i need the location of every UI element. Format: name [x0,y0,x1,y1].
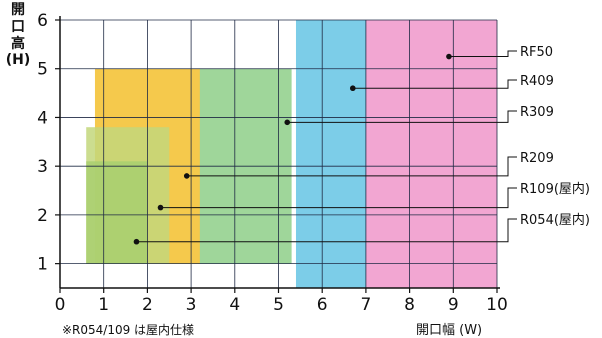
y-tick-label: 5 [37,60,48,80]
x-tick-label: 2 [142,295,153,315]
y-axis-label-part: 開 [11,2,25,18]
region-r054 [86,161,148,264]
y-tick-label: 2 [37,206,48,226]
x-tick-label: 3 [186,295,197,315]
leader-line [448,50,517,58]
size-regions [86,20,497,288]
y-tick-label: 3 [37,157,48,177]
series-marker [349,85,356,92]
x-axis-label: 開口幅 (W) [416,323,482,338]
x-tick-label: 8 [404,295,415,315]
y-tick-label: 6 [37,11,48,31]
y-axis-label: 開口高(H) [6,2,31,68]
x-tick-label: 9 [448,295,459,315]
y-tick-labels: 1 2 3 4 5 6 [37,11,48,275]
x-tick-labels: 0 1 2 3 4 5 6 7 8 9 10 [55,295,508,315]
series-label: R109(屋内) [520,181,590,197]
leader-line [352,79,517,89]
series-label: RF50 [520,45,553,60]
footnote: ※R054/109 は屋内仕様 [62,323,194,337]
series-marker [157,204,164,211]
region-rf50 [365,20,497,288]
region-r409 [295,20,366,288]
series-marker [183,173,190,179]
series-marker [284,119,291,126]
grid-lines [60,19,498,288]
x-tick-label: 7 [360,295,371,315]
leader-line [186,156,517,177]
series-label: R409 [520,74,554,89]
x-tick-label: 1 [98,295,109,315]
series-marker [133,238,140,245]
y-tick-label: 1 [37,255,48,275]
series-label: R209 [520,151,554,166]
y-axis-label-part: 高 [11,35,25,52]
x-tick-label: 6 [317,295,328,315]
series-label: R054(屋内) [520,212,590,228]
leader-line [287,110,517,123]
y-axis-label-part: (H) [6,52,31,68]
y-tick-label: 4 [37,108,48,128]
leader-line [160,187,517,209]
x-tick-label: 4 [229,295,240,315]
series-label: R309 [520,105,554,120]
x-tick-label: 10 [486,295,508,315]
series-marker [446,53,452,60]
y-axis-label-part: 口 [11,19,25,35]
axes [55,16,500,293]
leader-line [136,218,517,243]
x-tick-label: 0 [55,295,66,315]
leader-lines: RF50 R409 R309 R209 R109(屋内) R054(屋内) [133,45,590,245]
x-tick-label: 5 [273,295,284,315]
